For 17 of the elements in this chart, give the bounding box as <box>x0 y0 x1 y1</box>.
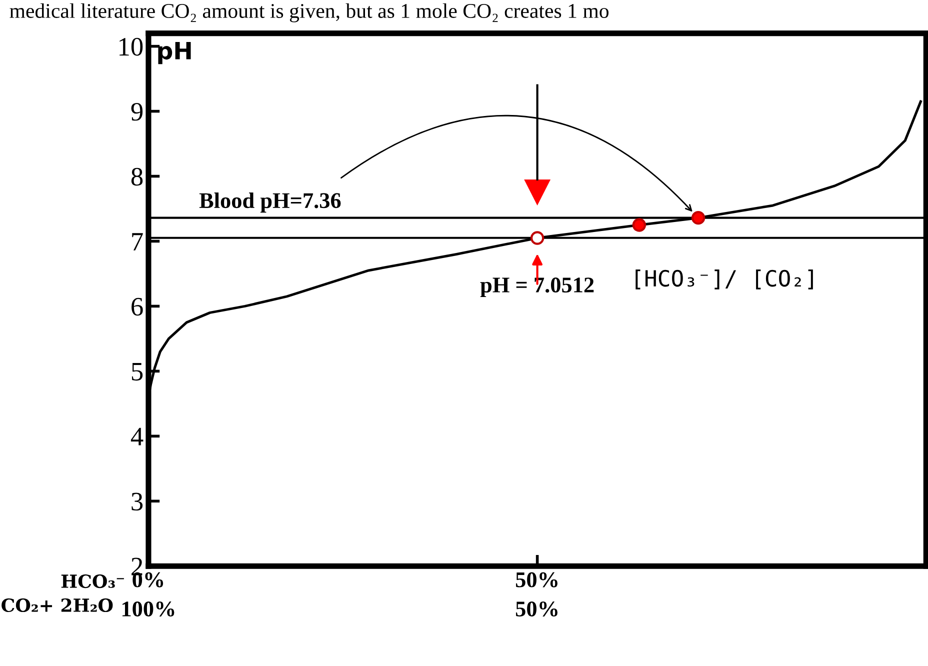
y-tick-label: 10 <box>120 38 143 56</box>
y-tick-label: 4 <box>130 428 144 446</box>
y-tick-label: 6 <box>132 298 143 316</box>
x-axis-title: HCO₃⁻ <box>61 574 124 588</box>
y-axis-title: pH <box>158 42 191 64</box>
y-tick-label: 9 <box>131 102 143 121</box>
ref-line-label: Blood pH=7.36 <box>199 192 341 213</box>
y-tick-label: 8 <box>131 168 143 186</box>
x2-tick-label: 100% <box>122 601 174 617</box>
y-tick-label: 5 <box>132 363 143 381</box>
y-tick-label: 3 <box>132 492 143 511</box>
x2-tick-label: 50% <box>516 601 558 617</box>
y-tick-label: 7 <box>132 233 143 250</box>
chart-title: medical literature CO₂ amount is given, but as 1 mole CO₂ creates 1 mo <box>10 3 609 22</box>
x2-axis-title: CO₂+ 2H₂O <box>2 598 113 612</box>
annotation: [HCO₃⁻]/ [CO₂] <box>636 270 813 290</box>
ref-line-label: pH = 7.0512 <box>480 278 594 298</box>
